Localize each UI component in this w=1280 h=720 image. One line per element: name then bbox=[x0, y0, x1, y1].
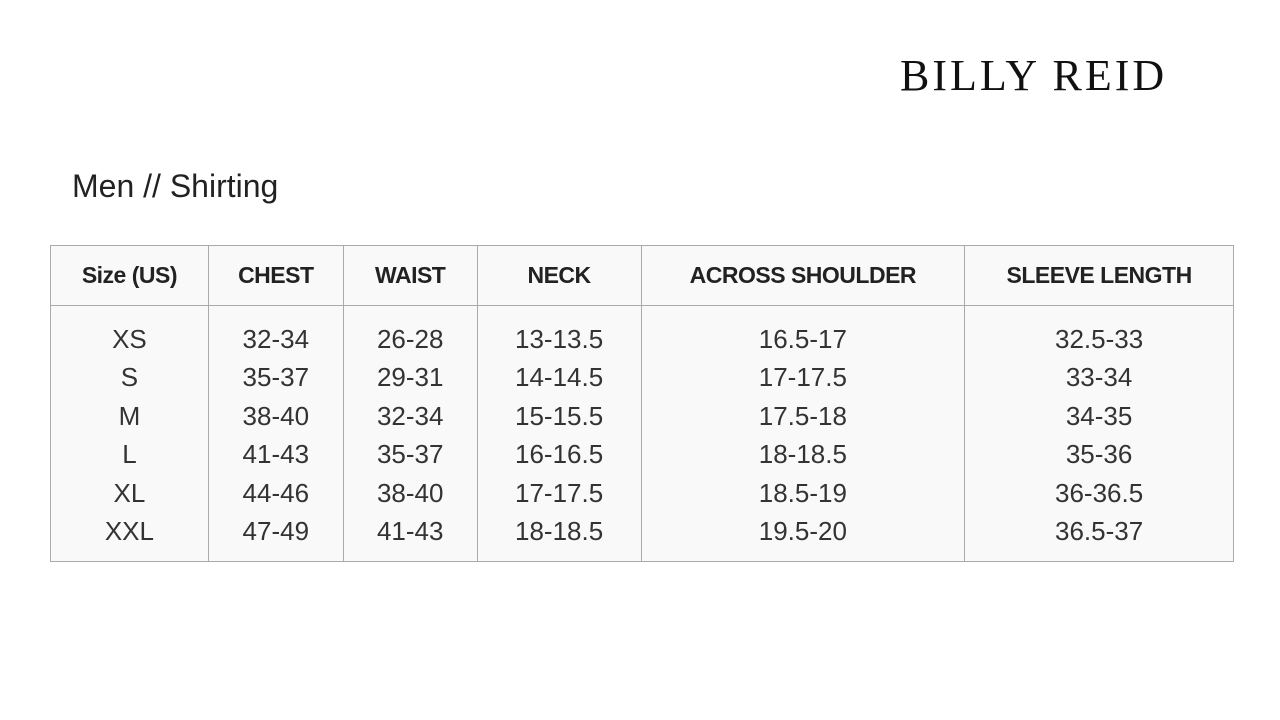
table-cell: 18-18.5 bbox=[640, 435, 966, 474]
table-row: XXL 47-49 41-43 18-18.5 19.5-20 36.5-37 bbox=[50, 512, 1234, 562]
table-cell: 18.5-19 bbox=[640, 474, 966, 513]
column-header: Size (US) bbox=[50, 245, 209, 306]
table-cell: 13-13.5 bbox=[476, 305, 642, 359]
table-cell: 44-46 bbox=[207, 474, 344, 513]
brand-logo: BILLY REID bbox=[900, 51, 1168, 100]
table-cell: 32.5-33 bbox=[964, 305, 1234, 359]
table-cell: 41-43 bbox=[207, 435, 344, 474]
table-cell: 34-35 bbox=[964, 397, 1234, 436]
table-cell: 36-36.5 bbox=[964, 474, 1234, 513]
header-row: Size (US) CHEST WAIST NECK ACROSS SHOULDER SL… bbox=[50, 245, 1234, 306]
table-cell: 35-37 bbox=[342, 435, 478, 474]
column-header: ACROSS SHOULDER bbox=[640, 245, 966, 306]
table-cell: L bbox=[50, 435, 209, 474]
table-cell: 17-17.5 bbox=[476, 474, 642, 513]
table-cell: 41-43 bbox=[342, 512, 478, 562]
table-cell: XL bbox=[50, 474, 209, 513]
table-cell: 16.5-17 bbox=[640, 305, 966, 359]
table-cell: 33-34 bbox=[964, 358, 1234, 397]
table-cell: 38-40 bbox=[342, 474, 478, 513]
size-chart-table: Size (US) CHEST WAIST NECK ACROSS SHOULDER SL… bbox=[50, 245, 1234, 562]
table-cell: 15-15.5 bbox=[476, 397, 642, 436]
table-cell: 32-34 bbox=[207, 305, 344, 359]
table-row: XL 44-46 38-40 17-17.5 18.5-19 36-36.5 bbox=[50, 474, 1234, 513]
table-cell: 16-16.5 bbox=[476, 435, 642, 474]
table-row: XS 32-34 26-28 13-13.5 16.5-17 32.5-33 bbox=[50, 305, 1234, 359]
table-cell: 17.5-18 bbox=[640, 397, 966, 436]
table-cell: 35-37 bbox=[207, 358, 344, 397]
table-cell: S bbox=[50, 358, 209, 397]
column-header: WAIST bbox=[342, 245, 478, 306]
column-header: CHEST bbox=[207, 245, 344, 306]
table-row: S 35-37 29-31 14-14.5 17-17.5 33-34 bbox=[50, 358, 1234, 397]
table-cell: 19.5-20 bbox=[640, 512, 966, 562]
table-cell: 35-36 bbox=[964, 435, 1234, 474]
column-header: NECK bbox=[476, 245, 642, 306]
table-cell: 26-28 bbox=[342, 305, 478, 359]
table-cell: 18-18.5 bbox=[476, 512, 642, 562]
column-header: SLEEVE LENGTH bbox=[964, 245, 1234, 306]
table-cell: XS bbox=[50, 305, 209, 359]
table-cell: 32-34 bbox=[342, 397, 478, 436]
table-row: M 38-40 32-34 15-15.5 17.5-18 34-35 bbox=[50, 397, 1234, 436]
page-title: Men // Shirting bbox=[72, 168, 279, 204]
table-row: L 41-43 35-37 16-16.5 18-18.5 35-36 bbox=[50, 435, 1234, 474]
table-cell: 17-17.5 bbox=[640, 358, 966, 397]
table-cell: 29-31 bbox=[342, 358, 478, 397]
table-cell: 14-14.5 bbox=[476, 358, 642, 397]
table-cell: 47-49 bbox=[207, 512, 344, 562]
table-cell: 38-40 bbox=[207, 397, 344, 436]
table-cell: M bbox=[50, 397, 209, 436]
table-cell: XXL bbox=[50, 512, 209, 562]
table-cell: 36.5-37 bbox=[964, 512, 1234, 562]
